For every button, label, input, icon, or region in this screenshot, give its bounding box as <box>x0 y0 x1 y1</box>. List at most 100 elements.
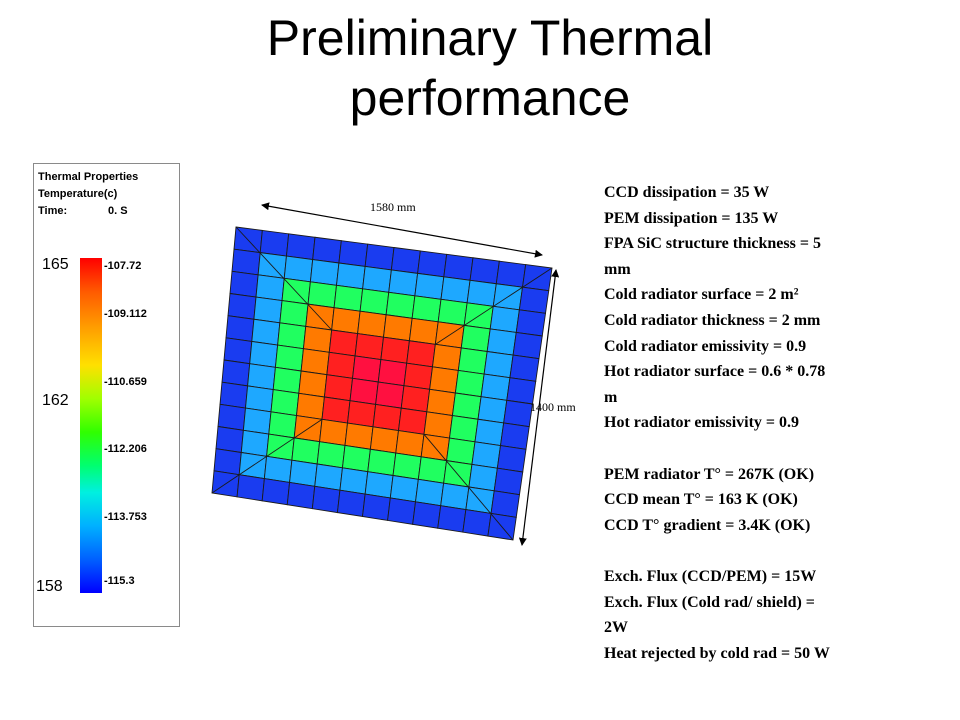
param-line: Cold radiator thickness = 2 mm <box>604 311 821 329</box>
legend-tick: -115.3 <box>104 575 135 587</box>
mesh-cell <box>359 288 390 316</box>
mesh-cell <box>375 381 405 409</box>
mesh-cell <box>336 489 366 518</box>
mesh-cell <box>240 429 270 457</box>
mesh-cell <box>349 377 379 405</box>
mesh-cell <box>469 257 500 285</box>
mesh-cell <box>277 322 307 350</box>
mesh-cell <box>247 363 276 391</box>
page-title: Preliminary Thermal performance <box>150 8 830 128</box>
mesh-cell <box>437 298 468 326</box>
title-line-1: Preliminary Thermal <box>266 10 714 66</box>
mesh-cell <box>466 279 497 307</box>
legend-time-label: Time: <box>38 205 68 217</box>
flux-line: Exch. Flux (Cold rad/ shield) = <box>604 593 815 611</box>
legend-tick: -110.659 <box>104 376 147 388</box>
mesh-cell <box>323 374 354 402</box>
mesh-cell <box>414 272 445 300</box>
mesh-cell <box>213 448 242 476</box>
mesh-cell <box>518 286 550 314</box>
mesh-cell <box>403 362 434 390</box>
mesh-cell <box>448 415 479 443</box>
temperature-value-top: 165 <box>40 256 71 274</box>
title-line-2: performance <box>349 70 631 126</box>
flux-line: 2W <box>604 619 628 637</box>
mesh-cell <box>515 309 547 337</box>
param-line: CCD dissipation = 35 W <box>604 184 770 201</box>
mesh-cell <box>388 269 419 297</box>
mesh-cell <box>272 366 302 394</box>
height-dimension-arrow <box>518 269 560 546</box>
param-line: Hot radiator surface = 0.6 * 0.78 <box>604 363 826 381</box>
param-line: Hot radiator emissivity = 0.9 <box>604 414 800 432</box>
temperature-value-middle: 162 <box>40 392 71 410</box>
mesh-cell <box>231 248 261 276</box>
mesh-cell <box>357 310 387 338</box>
mesh-cell <box>471 441 502 469</box>
mesh-cell <box>302 325 333 353</box>
param-line: Cold radiator emissivity = 0.9 <box>604 337 807 355</box>
mesh-cell <box>251 318 281 346</box>
mesh-cell <box>229 270 259 298</box>
mesh-cell <box>440 482 470 511</box>
mesh-cell <box>354 333 384 361</box>
mesh-cell <box>489 305 520 333</box>
mesh-cell <box>307 281 337 309</box>
mesh-cell <box>261 478 291 506</box>
mesh-cell <box>495 260 527 288</box>
result-line: PEM radiator T° = 267K (OK) <box>604 465 815 483</box>
mesh-cell <box>270 389 300 417</box>
mesh-cell <box>414 478 445 507</box>
legend-tick: -112.206 <box>104 443 147 455</box>
mesh-cell <box>242 407 272 435</box>
mesh-cell <box>300 348 330 376</box>
mesh-cell <box>364 471 394 499</box>
mesh-cell <box>493 467 524 496</box>
mesh-cell <box>377 359 408 387</box>
mesh-cell <box>249 340 279 368</box>
legend-tick: -109.112 <box>104 308 147 320</box>
mesh-cell <box>503 399 534 428</box>
mesh-diagonal <box>235 226 332 331</box>
mesh-cell <box>333 284 364 312</box>
mesh-cell <box>362 493 391 521</box>
mesh-cell <box>236 474 265 502</box>
mesh-cell <box>296 392 325 420</box>
mesh-cell <box>326 351 356 379</box>
mesh-cell <box>406 340 436 368</box>
mesh-cell <box>263 455 293 483</box>
mesh-cell <box>274 344 304 372</box>
legend-quantity: Temperature(c) <box>38 188 118 200</box>
mesh-cell <box>454 369 485 398</box>
temperature-value-bottom: 158 <box>34 578 65 596</box>
mesh-cell <box>417 456 448 484</box>
mesh-cell <box>380 336 410 364</box>
mesh-cell <box>429 366 459 394</box>
mesh-cell <box>392 452 422 480</box>
mesh-cell <box>309 259 340 286</box>
param-line: PEM dissipation = 135 W <box>604 209 779 227</box>
mesh-cell <box>259 229 290 257</box>
mesh-cell <box>451 392 482 420</box>
mesh-cell <box>316 441 346 469</box>
mesh-cell <box>496 445 527 473</box>
mesh-cell <box>446 437 476 465</box>
mesh-cell <box>352 355 382 383</box>
mesh-cell <box>400 385 431 413</box>
mesh-cell <box>483 350 514 379</box>
mesh-cell <box>215 425 244 454</box>
mesh-cell <box>341 444 371 473</box>
mesh-cell <box>499 422 530 450</box>
thermal-mesh-diagram: 1580 mm 1400 mm <box>211 200 576 546</box>
mesh-cell <box>480 373 511 401</box>
mesh-cell <box>408 317 439 345</box>
flux-line: Heat rejected by cold rad = 50 W <box>604 644 830 662</box>
width-dimension-label: 1580 mm <box>370 200 416 214</box>
mesh-cell <box>331 307 361 335</box>
mesh-cell <box>225 315 255 342</box>
mesh-cell <box>312 236 342 264</box>
mesh-cell <box>336 262 366 290</box>
mesh-cell <box>440 276 471 304</box>
result-line: CCD mean T° = 163 K (OK) <box>604 491 798 509</box>
mesh-cell <box>417 250 448 278</box>
